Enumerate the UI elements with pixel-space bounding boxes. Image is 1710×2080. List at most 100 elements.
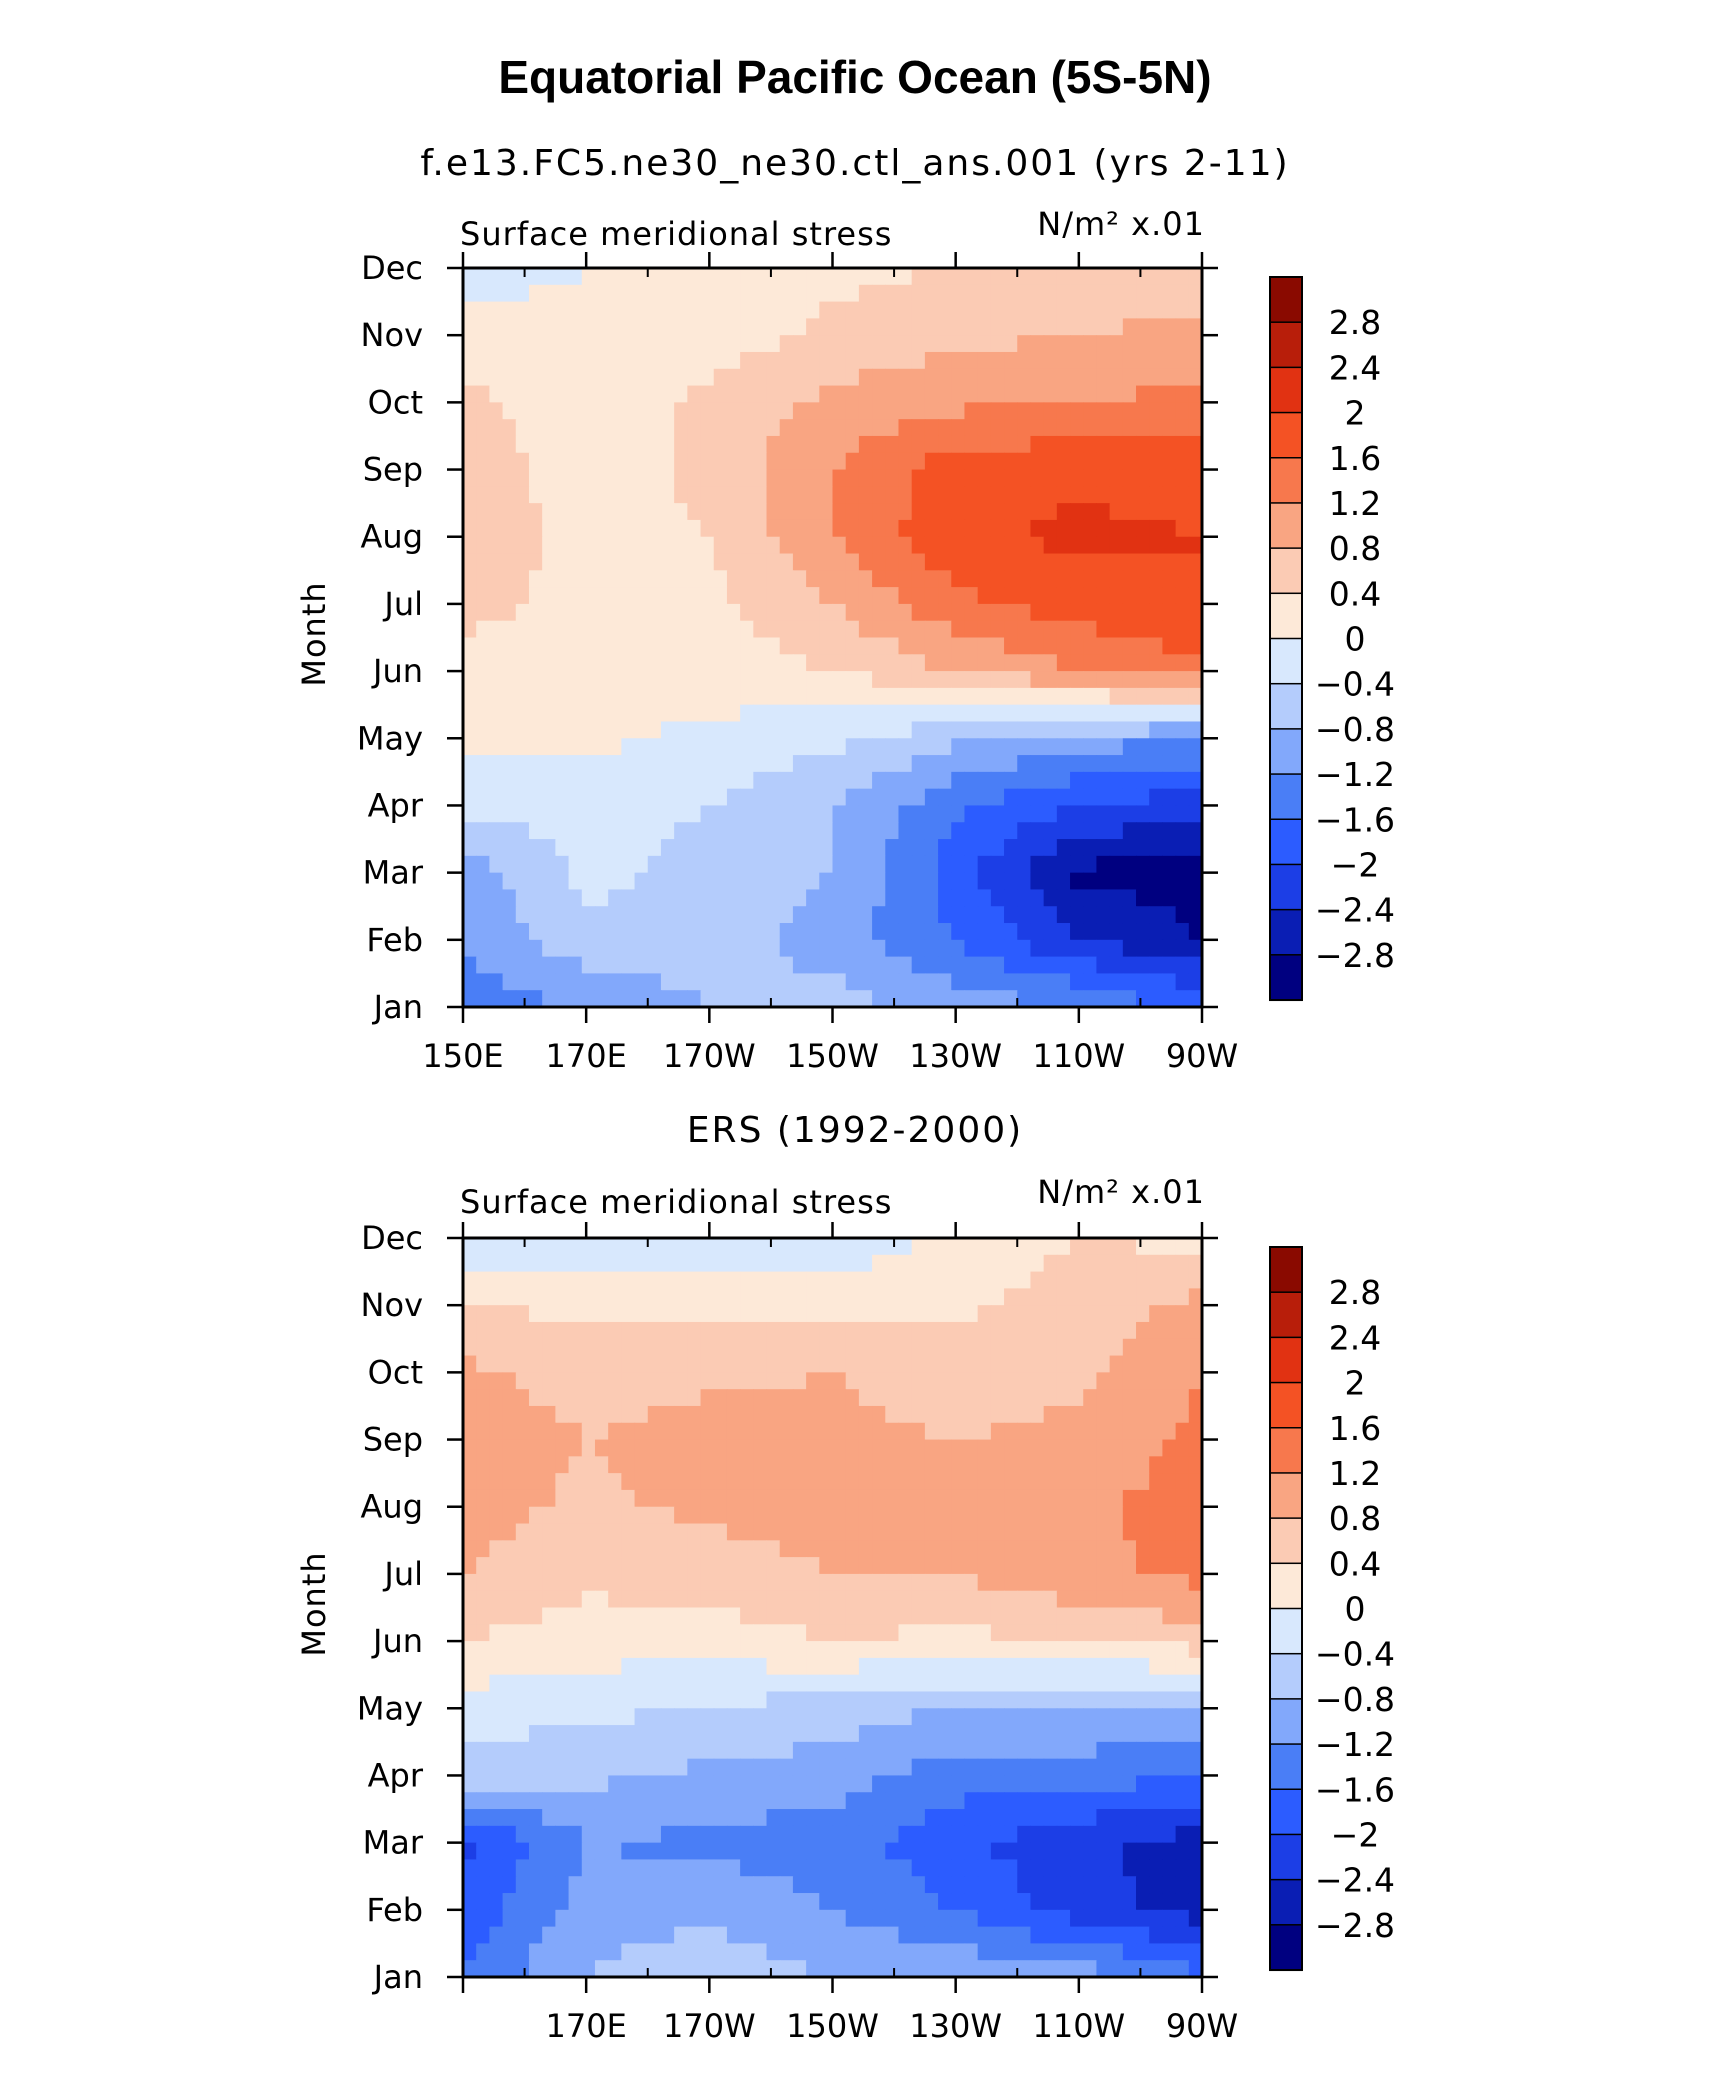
heatmap-cell <box>885 1439 900 1457</box>
heatmap-cell <box>845 1909 860 1928</box>
heatmap-cell <box>938 1389 952 1407</box>
heatmap-cell <box>832 1691 847 1709</box>
heatmap-cell <box>792 318 807 336</box>
heatmap-cell <box>1149 452 1164 471</box>
heatmap-cell <box>1017 1842 1032 1861</box>
heatmap-cell <box>1162 805 1177 823</box>
heatmap-cell <box>463 1473 477 1491</box>
heatmap-cell <box>1030 1641 1045 1659</box>
heatmap-cell <box>792 1254 807 1273</box>
heatmap-cell <box>858 855 873 874</box>
heatmap-cell <box>832 906 847 924</box>
heatmap-cell <box>700 519 715 538</box>
heatmap-cell <box>1175 788 1190 807</box>
heatmap-cell <box>621 889 636 907</box>
heatmap-cell <box>832 1573 847 1592</box>
heatmap-cell <box>819 1825 834 1844</box>
heatmap-cell <box>1083 402 1098 420</box>
heatmap-cell <box>463 1271 477 1289</box>
heatmap-cell <box>726 1439 741 1457</box>
heatmap-cell <box>806 284 820 303</box>
heatmap-cell <box>1162 1271 1177 1289</box>
heatmap-cell <box>674 1473 688 1491</box>
heatmap-cell <box>700 755 715 773</box>
heatmap-cell <box>885 671 900 689</box>
heatmap-cell <box>621 268 636 286</box>
heatmap-cell <box>634 738 649 756</box>
heatmap-cell <box>898 1893 913 1911</box>
heatmap-cell <box>845 956 860 975</box>
heatmap-cell <box>621 1926 636 1945</box>
heatmap-cell <box>1004 435 1018 454</box>
heatmap-cell <box>1162 637 1177 655</box>
heatmap-cell <box>581 1909 596 1928</box>
heatmap-cell <box>660 906 675 924</box>
heatmap-cell <box>885 755 900 773</box>
heatmap-cell <box>806 704 820 723</box>
heatmap-cell <box>779 973 794 991</box>
heatmap-cell <box>819 805 834 823</box>
heatmap-cell <box>594 368 609 387</box>
heatmap-cell <box>1030 906 1045 924</box>
heatmap-cell <box>647 1657 662 1676</box>
heatmap-cell <box>1043 1372 1058 1390</box>
heatmap-cell <box>938 1590 952 1609</box>
heatmap-cell <box>555 956 570 975</box>
heatmap-cell <box>858 1456 873 1474</box>
heatmap-cell <box>634 553 649 571</box>
heatmap-cell <box>924 1909 939 1928</box>
heatmap-cell <box>832 1305 847 1323</box>
heatmap-cell <box>792 805 807 823</box>
heatmap-cell <box>1162 1842 1177 1861</box>
heatmap-cell <box>832 268 847 286</box>
heatmap-cell <box>568 419 583 437</box>
heatmap-cell <box>594 1809 609 1827</box>
heatmap-cell <box>515 1943 530 1961</box>
heatmap-cell <box>581 721 596 739</box>
heatmap-cell <box>1162 1355 1177 1373</box>
heatmap-cell <box>713 1523 728 1541</box>
heatmap-cell <box>687 603 702 622</box>
heatmap-cell <box>489 603 504 622</box>
heatmap-cell <box>568 1758 583 1777</box>
heatmap-cell <box>594 923 609 941</box>
heatmap-cell <box>1109 1372 1124 1390</box>
heatmap-cell <box>1122 990 1137 1008</box>
heatmap-cell <box>1149 771 1164 790</box>
heatmap-cell <box>872 687 886 706</box>
heatmap-cell <box>832 1842 847 1861</box>
heatmap-cell <box>806 368 820 387</box>
heatmap-cell <box>1043 1305 1058 1323</box>
heatmap-cell <box>581 587 596 605</box>
heatmap-cell <box>845 1288 860 1306</box>
heatmap-cell <box>515 637 530 655</box>
heatmap-cell <box>634 1288 649 1306</box>
heatmap-cell <box>660 788 675 807</box>
heatmap-cell <box>674 519 688 538</box>
heatmap-cell <box>885 1456 900 1474</box>
heatmap-cell <box>700 570 715 588</box>
heatmap-cell <box>700 990 715 1008</box>
heatmap-cell <box>476 1506 490 1525</box>
heatmap-cell <box>951 1405 966 1424</box>
heatmap-cell <box>872 603 886 622</box>
heatmap-cell <box>634 452 649 471</box>
heatmap-cell <box>740 1725 754 1743</box>
heatmap-cell <box>740 553 754 571</box>
heatmap-cell <box>555 1809 570 1827</box>
heatmap-cell <box>634 1355 649 1373</box>
heatmap-cell <box>819 1506 834 1525</box>
heatmap-cell <box>1109 1540 1124 1558</box>
heatmap-cell <box>885 1725 900 1743</box>
heatmap-cell <box>1043 419 1058 437</box>
heatmap-cell <box>502 1422 517 1441</box>
heatmap-cell <box>990 1657 1005 1676</box>
heatmap-cell <box>1136 1809 1150 1827</box>
heatmap-cell <box>977 385 992 403</box>
heatmap-cell <box>753 822 768 840</box>
heatmap-cell <box>898 553 913 571</box>
heatmap-cell <box>766 755 781 773</box>
heatmap-cell <box>1109 755 1124 773</box>
heatmap-cell <box>1083 872 1098 891</box>
heatmap-cell <box>489 284 504 303</box>
